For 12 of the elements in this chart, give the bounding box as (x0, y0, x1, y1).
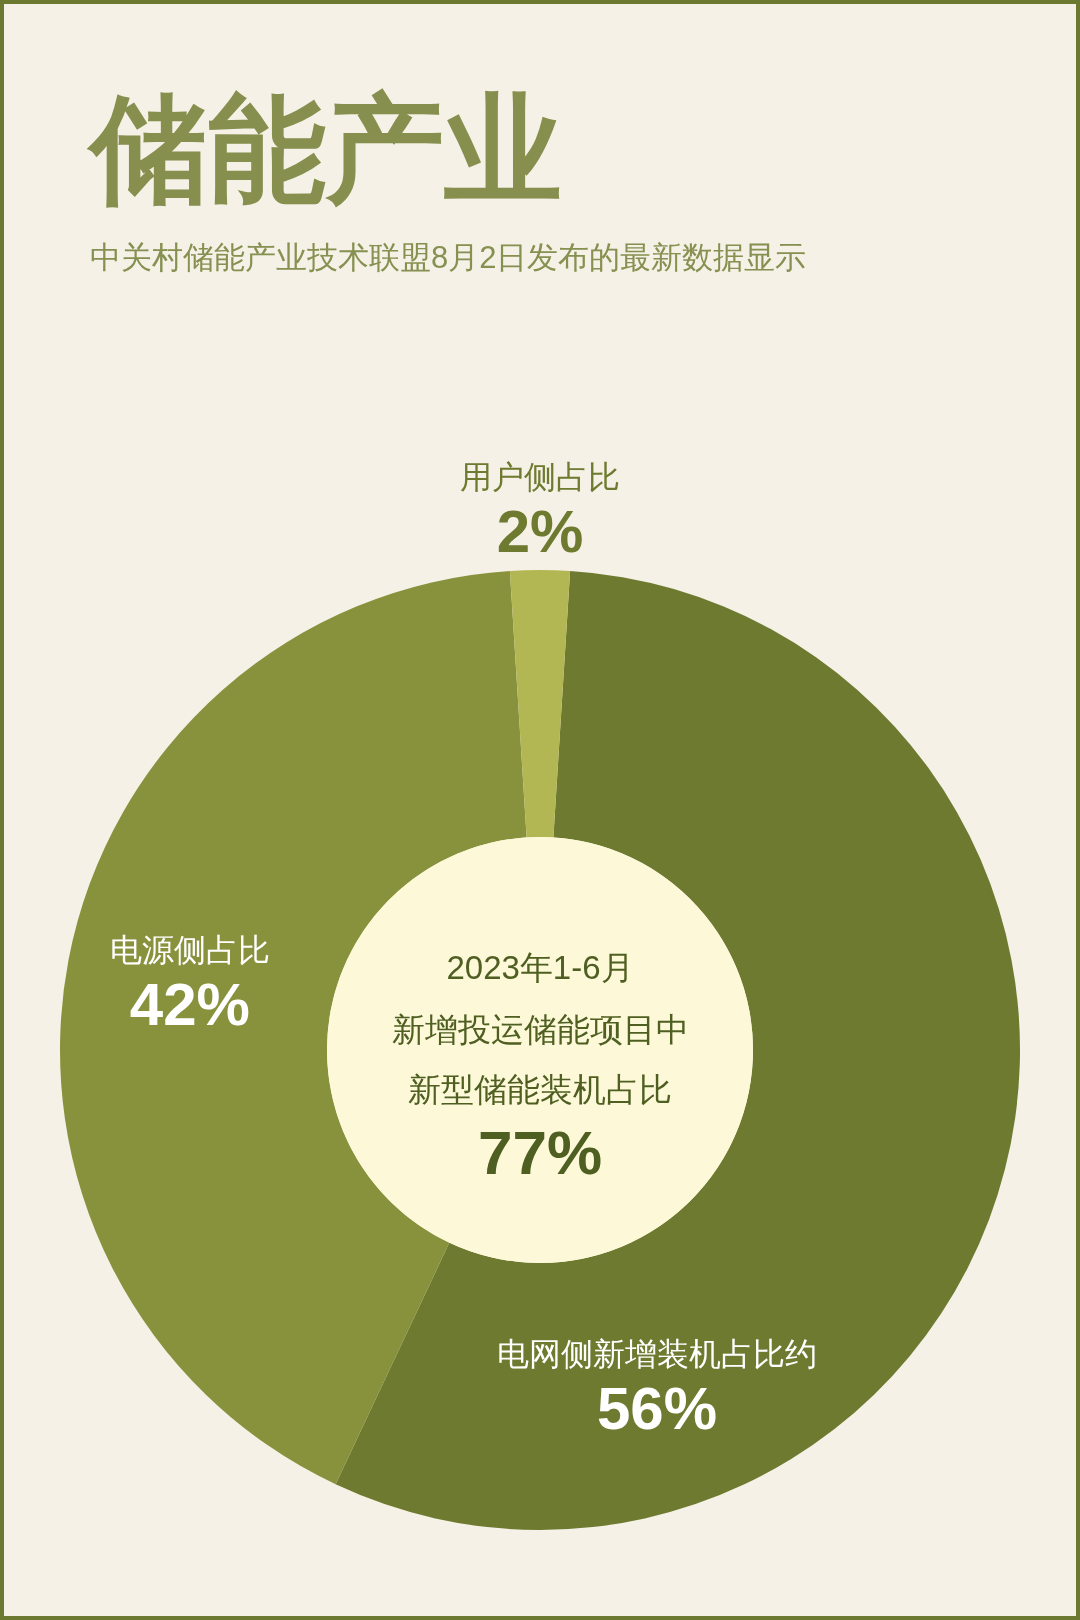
text: 新增投运储能项目中 (391, 1011, 689, 1048)
chart-title: 储能产业 (86, 85, 562, 216)
data-label: 2% (496, 498, 584, 565)
data-label: 56% (596, 1374, 718, 1442)
text: 2023年1-6月 (446, 949, 634, 986)
chart-subtitle: 中关村储能产业技术联盟8月2日发布的最新数据显示 (90, 240, 807, 275)
text: 77% (477, 1118, 603, 1187)
slice-label: 电源侧占比 (109, 932, 270, 969)
slice-label: 电网侧新增装机占比约 (496, 1335, 817, 1372)
text: 新型储能装机占比 (408, 1071, 672, 1108)
slice-label: 用户侧占比 (460, 459, 620, 495)
data-label: 42% (129, 971, 250, 1039)
